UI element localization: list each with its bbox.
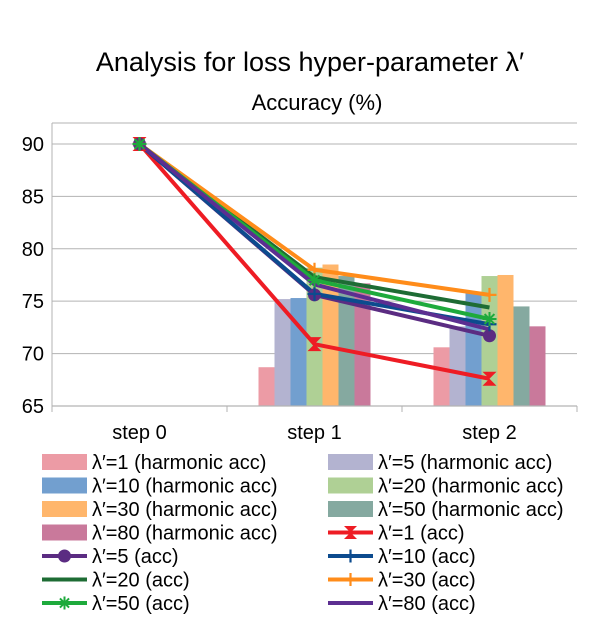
line-point xyxy=(482,371,497,386)
line-point xyxy=(483,329,496,343)
bar xyxy=(258,367,275,406)
legend-label: λ′=80 (acc) xyxy=(378,593,476,615)
legend-label: λ′=10 (acc) xyxy=(378,546,476,568)
x-tick-label: step 0 xyxy=(112,422,166,444)
legend-item: λ′=30 (acc) xyxy=(328,570,476,592)
legend-swatch xyxy=(328,454,373,470)
bar xyxy=(433,347,450,406)
bars xyxy=(258,264,546,406)
legend-item: λ′=80 (acc) xyxy=(328,593,476,615)
legend-swatch xyxy=(42,477,87,494)
line-point xyxy=(58,549,71,563)
bar xyxy=(529,326,546,406)
legend-label: λ′=20 (harmonic acc) xyxy=(378,476,564,498)
legend-label: λ′=5 (harmonic acc) xyxy=(378,452,552,474)
line-point xyxy=(482,287,497,302)
legend-label: λ′=10 (harmonic acc) xyxy=(92,476,278,498)
legend-swatch xyxy=(42,454,87,470)
x-tick-label: step 2 xyxy=(462,422,516,444)
legend-swatch xyxy=(328,501,373,517)
y-tick-label: 85 xyxy=(22,186,44,208)
y-tick-label: 65 xyxy=(22,396,44,418)
line-series xyxy=(132,136,497,386)
line-point xyxy=(132,136,147,151)
legend-label: λ′=50 (harmonic acc) xyxy=(378,499,564,521)
legend-swatch xyxy=(42,524,87,541)
line-point xyxy=(482,312,497,327)
legend-item: λ′=30 (harmonic acc) xyxy=(42,499,278,521)
bar xyxy=(354,283,371,406)
bar xyxy=(306,267,323,406)
x-tick-label: step 1 xyxy=(287,422,341,444)
line-point xyxy=(58,596,71,610)
legend-item: λ′=80 (harmonic acc) xyxy=(42,523,278,545)
axes: 65 70 75 80 85 90 step 0 step 1 step 2 xyxy=(22,123,578,444)
legend-label: λ′=30 (harmonic acc) xyxy=(92,499,278,521)
bar xyxy=(497,274,514,406)
legend-item: λ′=5 (harmonic acc) xyxy=(328,452,552,474)
legend-label: λ′=20 (acc) xyxy=(92,570,190,592)
bar xyxy=(274,299,291,406)
legend-label: λ′=5 (acc) xyxy=(92,546,179,568)
chart-subtitle: Accuracy (%) xyxy=(252,90,383,115)
bar xyxy=(290,298,307,406)
legend-label: λ′=30 (acc) xyxy=(378,570,476,592)
y-tick-label: 80 xyxy=(22,239,44,261)
bar xyxy=(338,276,355,406)
legend-label: λ′=80 (harmonic acc) xyxy=(92,523,278,545)
y-tick-label: 75 xyxy=(22,291,44,313)
bar xyxy=(513,306,530,406)
legend-item: λ′=50 (harmonic acc) xyxy=(328,499,564,521)
bar xyxy=(465,291,482,406)
legend-item: λ′=10 (acc) xyxy=(328,546,476,568)
legend-label: λ′=1 (harmonic acc) xyxy=(92,452,266,474)
legend-label: λ′=50 (acc) xyxy=(92,593,190,615)
y-tick-label: 70 xyxy=(22,344,44,366)
legend-label: λ′=1 (acc) xyxy=(378,523,465,545)
line-point xyxy=(307,273,322,288)
legend-swatch xyxy=(42,501,87,517)
chart-title: Analysis for loss hyper-parameter λ′ xyxy=(96,47,524,77)
line-point xyxy=(344,526,357,539)
legend-item: λ′=50 (acc) xyxy=(42,593,190,615)
line-point xyxy=(307,286,322,301)
legend-item: λ′=5 (acc) xyxy=(42,546,179,568)
line-point xyxy=(307,337,322,352)
line-point xyxy=(344,549,357,563)
bar xyxy=(449,326,466,406)
legend-item: λ′=1 (harmonic acc) xyxy=(42,452,266,474)
y-tick-label: 90 xyxy=(22,134,44,156)
legend: λ′=1 (harmonic acc) λ′=5 (harmonic acc)λ′… xyxy=(42,452,564,615)
legend-item: λ′=20 (acc) xyxy=(42,570,190,592)
line-point xyxy=(344,573,357,586)
legend-swatch xyxy=(328,477,373,494)
legend-item: λ′=10 (harmonic acc) xyxy=(42,476,278,498)
legend-item: λ′=1 (acc) xyxy=(328,523,465,545)
legend-item: λ′=20 (harmonic acc) xyxy=(328,476,564,498)
